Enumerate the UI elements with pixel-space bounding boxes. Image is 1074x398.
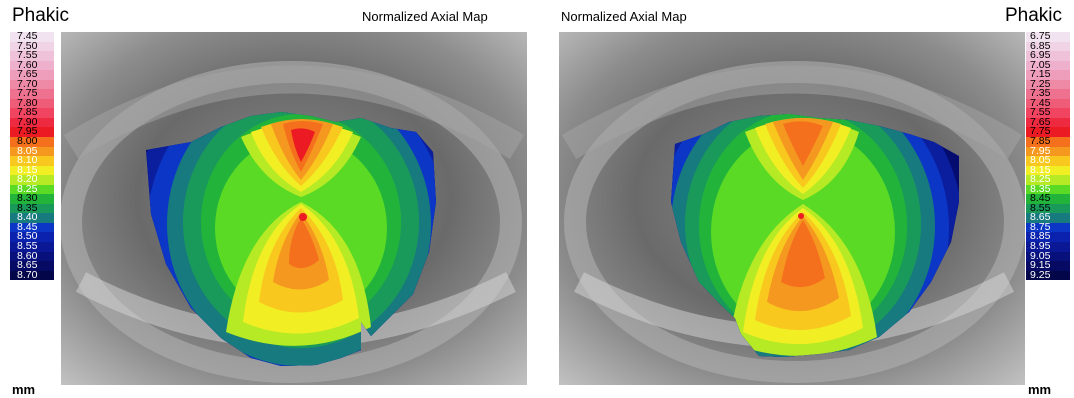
scale-entry: 7.75 [1026,127,1070,138]
scale-entry: 8.00 [10,137,54,147]
scale-entry: 8.35 [1026,184,1070,195]
scale-entry: 7.60 [10,60,54,71]
scale-entry: 9.05 [1026,251,1070,262]
right-scale-unit: mm [1028,382,1052,397]
scale-entry: 7.55 [1026,108,1070,118]
scale-entry: 7.45 [1026,98,1070,109]
scale-entry: 8.25 [1026,175,1070,185]
scale-entry: 8.25 [10,184,54,195]
scale-entry: 6.95 [1026,51,1070,61]
scale-entry: 8.55 [1026,203,1070,214]
scale-entry: 8.30 [10,194,54,204]
scale-entry: 7.85 [1026,137,1070,147]
scale-entry: 7.75 [10,89,54,99]
scale-entry: 7.45 [10,32,54,42]
left-eye-image [61,32,527,385]
right-eye-topography-map [559,32,1025,385]
scale-entry: 8.55 [10,242,54,252]
scale-entry: 8.65 [10,261,54,271]
scale-entry: 6.75 [1026,32,1070,42]
scale-entry: 7.35 [1026,89,1070,99]
right-map-title: Normalized Axial Map [561,9,687,24]
scale-entry: 8.15 [1026,165,1070,176]
scale-entry: 8.10 [10,156,54,166]
scale-entry: 8.05 [10,146,54,157]
scale-entry: 7.65 [1026,117,1070,128]
scale-entry: 8.40 [10,213,54,223]
right-eye-status-label: Phakic [1004,5,1062,26]
scale-entry: 8.05 [1026,156,1070,166]
left-map-title: Normalized Axial Map [362,9,488,24]
scale-entry: 8.85 [1026,232,1070,243]
scale-entry: 7.65 [10,70,54,80]
left-eye-status-label: Phakic [12,5,70,26]
scale-entry: 8.60 [10,251,54,262]
left-color-scale-legend: 7.45 7.50 7.55 7.60 7.65 7.70 7.75 7.80 7.85 7.90… [10,32,54,281]
scale-entry: 8.15 [10,165,54,176]
scale-entry: 8.35 [10,203,54,214]
scale-entry: 7.70 [10,79,54,90]
scale-entry: 8.20 [10,175,54,185]
scale-entry: 7.90 [10,117,54,128]
scale-entry: 7.95 [10,127,54,138]
right-color-scale-legend: 6.75 6.85 6.95 7.05 7.15 7.25 7.35 7.45 7.55 7.65… [1026,32,1070,281]
scale-entry: 7.50 [10,41,54,52]
scale-entry: 8.75 [1026,222,1070,233]
scale-entry: 8.50 [10,232,54,243]
scale-entry: 8.45 [1026,194,1070,204]
scale-entry: 7.55 [10,51,54,61]
scale-entry: 8.45 [10,222,54,233]
scale-entry: 7.85 [10,108,54,118]
scale-entry: 9.15 [1026,261,1070,271]
scale-entry: 8.65 [1026,213,1070,223]
scale-entry: 7.80 [10,98,54,109]
scale-entry: 8.95 [1026,242,1070,252]
scale-entry: 7.95 [1026,146,1070,157]
left-eye-topography-map [61,32,527,385]
scale-entry: 7.25 [1026,79,1070,90]
scale-entry: 7.15 [1026,70,1070,80]
scale-entry: 7.05 [1026,60,1070,71]
scale-entry: 6.85 [1026,41,1070,52]
left-scale-unit: mm [12,382,36,397]
scale-entry: 9.25 [1026,270,1070,281]
right-eye-image [559,32,1025,385]
scale-entry: 8.70 [10,270,54,281]
